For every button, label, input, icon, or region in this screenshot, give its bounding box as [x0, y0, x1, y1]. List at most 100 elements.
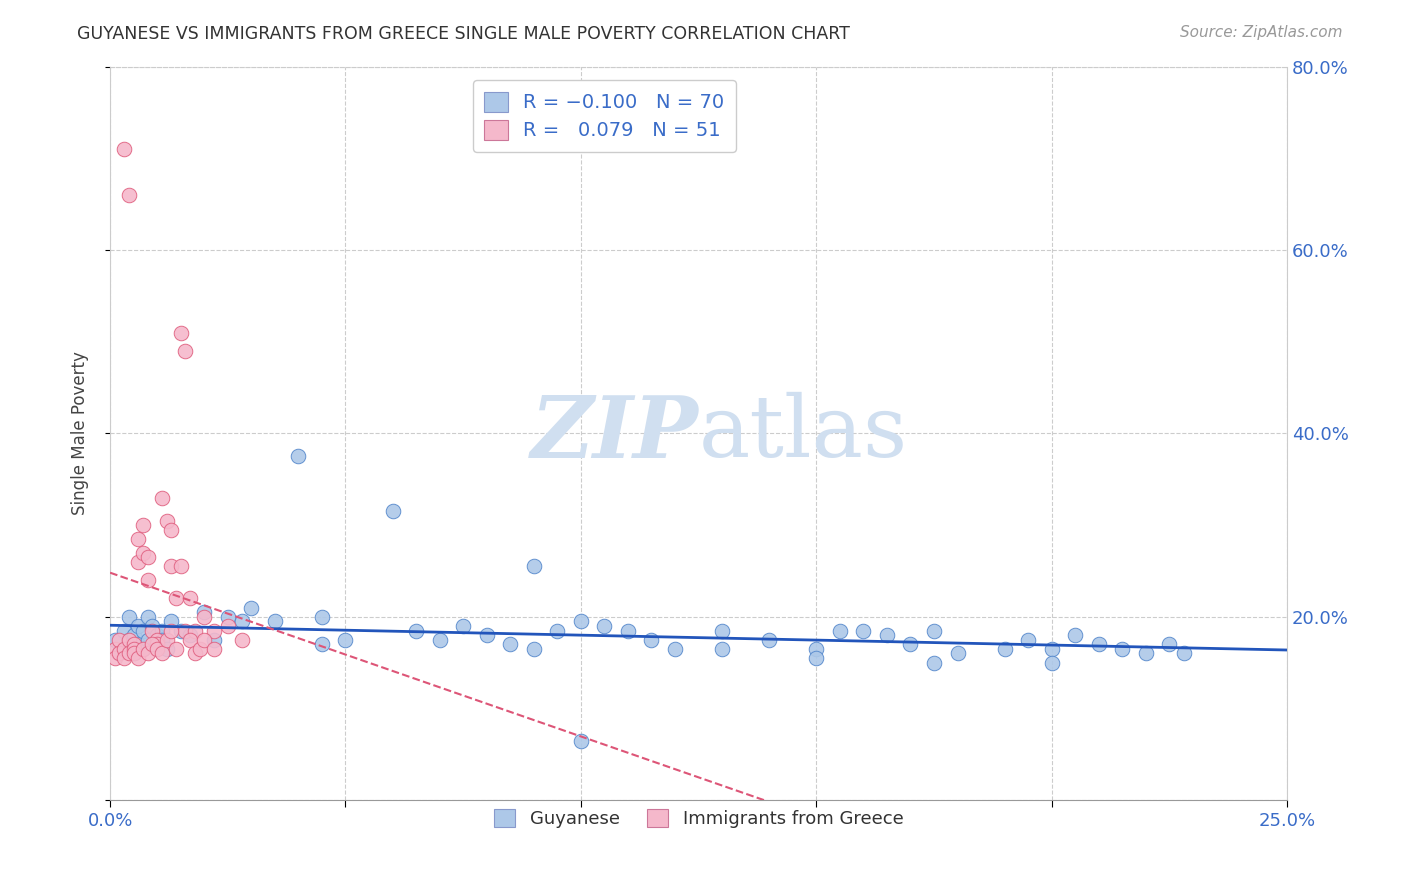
Point	[202, 641, 225, 656]
Point	[188, 641, 211, 656]
Point	[160, 624, 183, 638]
Point	[160, 615, 183, 629]
Point	[1064, 628, 1087, 642]
Point	[1111, 641, 1133, 656]
Point	[150, 647, 173, 661]
Point	[179, 632, 201, 647]
Point	[150, 624, 173, 638]
Point	[1159, 637, 1181, 651]
Point	[118, 632, 141, 647]
Point	[118, 647, 141, 661]
Point	[994, 641, 1017, 656]
Point	[136, 573, 159, 587]
Point	[231, 615, 253, 629]
Point	[174, 343, 197, 358]
Point	[122, 641, 145, 656]
Point	[136, 632, 159, 647]
Point	[231, 632, 253, 647]
Point	[112, 624, 135, 638]
Point	[193, 609, 215, 624]
Point	[711, 624, 734, 638]
Point	[711, 641, 734, 656]
Point	[141, 619, 163, 633]
Point	[593, 619, 616, 633]
Point	[569, 615, 592, 629]
Point	[141, 624, 163, 638]
Point	[193, 605, 215, 619]
Point	[499, 637, 522, 651]
Point	[1017, 632, 1039, 647]
Point	[876, 628, 898, 642]
Point	[155, 632, 177, 647]
Point	[806, 651, 828, 665]
Point	[118, 188, 141, 202]
Point	[132, 518, 155, 533]
Point	[405, 624, 427, 638]
Point	[141, 637, 163, 651]
Point	[335, 632, 357, 647]
Point	[179, 591, 201, 606]
Point	[174, 624, 197, 638]
Point	[202, 632, 225, 647]
Point	[179, 628, 201, 642]
Point	[311, 609, 333, 624]
Point	[922, 624, 945, 638]
Point	[127, 532, 149, 546]
Point	[132, 641, 155, 656]
Point	[240, 600, 263, 615]
Point	[617, 624, 640, 638]
Point	[202, 624, 225, 638]
Point	[546, 624, 568, 638]
Point	[112, 142, 135, 156]
Point	[160, 523, 183, 537]
Point	[1173, 647, 1195, 661]
Point	[852, 624, 875, 638]
Point	[664, 641, 686, 656]
Point	[112, 651, 135, 665]
Point	[170, 559, 193, 574]
Point	[127, 555, 149, 569]
Text: Source: ZipAtlas.com: Source: ZipAtlas.com	[1180, 25, 1343, 40]
Point	[104, 632, 127, 647]
Point	[922, 656, 945, 670]
Point	[155, 514, 177, 528]
Text: GUYANESE VS IMMIGRANTS FROM GREECE SINGLE MALE POVERTY CORRELATION CHART: GUYANESE VS IMMIGRANTS FROM GREECE SINGL…	[77, 25, 851, 43]
Point	[217, 609, 239, 624]
Y-axis label: Single Male Poverty: Single Male Poverty	[72, 351, 89, 516]
Point	[127, 637, 149, 651]
Point	[900, 637, 922, 651]
Point	[136, 609, 159, 624]
Point	[758, 632, 780, 647]
Point	[160, 559, 183, 574]
Point	[108, 632, 131, 647]
Point	[806, 641, 828, 656]
Point	[132, 624, 155, 638]
Point	[475, 628, 498, 642]
Point	[136, 550, 159, 565]
Point	[311, 637, 333, 651]
Point	[146, 632, 169, 647]
Point	[118, 609, 141, 624]
Point	[150, 632, 173, 647]
Point	[127, 651, 149, 665]
Point	[165, 591, 187, 606]
Point	[104, 651, 127, 665]
Point	[146, 637, 169, 651]
Point	[108, 647, 131, 661]
Point	[146, 637, 169, 651]
Point	[1040, 656, 1063, 670]
Point	[118, 632, 141, 647]
Point	[122, 647, 145, 661]
Point	[217, 619, 239, 633]
Point	[451, 619, 474, 633]
Point	[640, 632, 662, 647]
Point	[1040, 641, 1063, 656]
Point	[112, 641, 135, 656]
Point	[184, 647, 207, 661]
Point	[150, 491, 173, 505]
Point	[1087, 637, 1109, 651]
Point	[381, 504, 404, 518]
Point	[146, 628, 169, 642]
Point	[1135, 647, 1157, 661]
Point	[946, 647, 969, 661]
